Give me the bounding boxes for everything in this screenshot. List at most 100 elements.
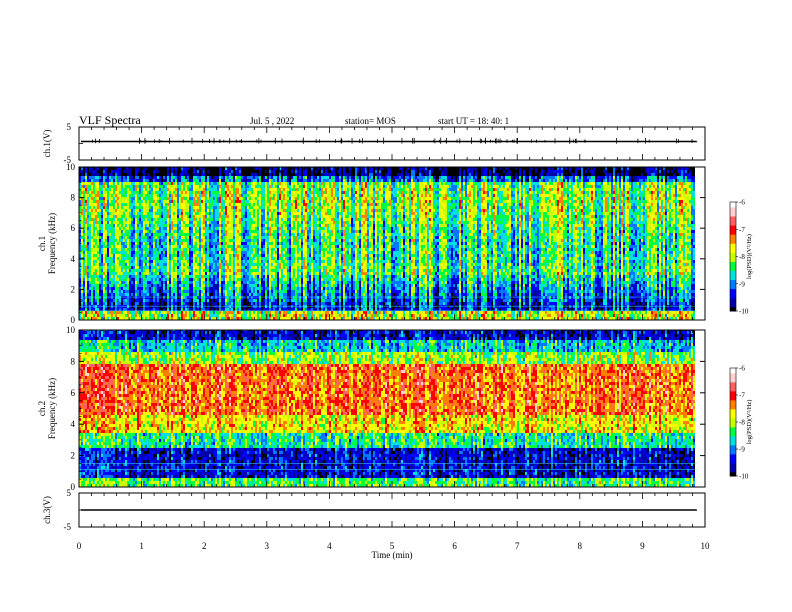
spectrogram-cell (87, 296, 89, 299)
spectrogram-cell (673, 293, 675, 296)
spectrogram-cell (669, 311, 671, 314)
spectrogram-cell (435, 314, 437, 317)
spectrogram-cell (475, 284, 477, 287)
spectrogram-cell (85, 293, 87, 296)
spectrogram-cell (147, 284, 151, 287)
spectrogram-cell (593, 311, 597, 314)
spectrogram-cell (319, 296, 321, 299)
spectrogram-cell (271, 284, 273, 287)
spectrogram-cell (589, 290, 591, 293)
spectrogram-cell (343, 284, 345, 287)
spectrogram-cell (445, 293, 447, 296)
spectrogram-cell (675, 314, 677, 317)
spectrogram-cell (225, 299, 227, 302)
spectrogram-cell (469, 311, 471, 314)
spectrogram-cell (461, 302, 463, 305)
spectrogram-cell (457, 311, 459, 314)
spectrogram-cell (547, 314, 551, 317)
spectrogram-cell (379, 311, 381, 314)
spectrogram-cell (143, 284, 145, 287)
spectrogram-cell (359, 296, 361, 299)
spectrogram-cell (677, 296, 679, 299)
spectrogram-cell (235, 287, 237, 290)
spectrogram-cell (201, 287, 203, 290)
spectrogram-cell (427, 290, 429, 293)
spectrogram-cell (559, 314, 561, 317)
spectrogram-cell (429, 287, 431, 290)
spectrogram-cell (273, 314, 275, 317)
spectrogram-cell (577, 287, 579, 290)
spectrogram-cell (157, 302, 159, 305)
spectrogram-cell (269, 287, 271, 290)
spectrogram-cell (311, 311, 313, 314)
spectrogram-cell (223, 311, 225, 314)
spectrogram-cell (189, 293, 193, 296)
spectrogram-cell (393, 314, 397, 317)
spectrogram-cell (93, 299, 95, 302)
spectrogram-cell (217, 296, 219, 299)
spectrogram-cell (391, 311, 393, 314)
spectrogram-cell (575, 299, 577, 302)
spectrogram-cell (565, 293, 567, 296)
spectrogram-cell (461, 293, 467, 296)
spectrogram-cell (611, 290, 613, 293)
spectrogram-cell (423, 293, 425, 296)
spectrogram-cell (249, 293, 251, 296)
spectrogram-cell (597, 299, 599, 302)
spectrogram-cell (653, 290, 657, 293)
spectrogram-cell (561, 296, 563, 299)
spectrogram-cell (635, 311, 637, 314)
spectrogram-cell (611, 302, 613, 305)
spectrogram-cell (107, 296, 111, 299)
spectrogram-cell (583, 314, 585, 317)
spectrogram-cell (379, 299, 381, 302)
spectrogram-cell (315, 311, 317, 314)
spectrogram-cell (633, 302, 635, 305)
spectrogram-cell (627, 296, 629, 299)
spectrogram-cell (461, 296, 463, 299)
spectrogram-cell (613, 290, 615, 293)
spectrogram-cell (173, 293, 175, 296)
spectrogram-cell (89, 302, 91, 305)
spectrogram-cell (629, 314, 631, 317)
spectrogram-cell (207, 302, 209, 305)
spectrogram-cell (103, 284, 107, 287)
spectrogram-cell (321, 284, 325, 287)
spectrogram-cell (633, 299, 639, 302)
spectrogram-cell (255, 287, 259, 290)
spectrogram-cell (655, 299, 657, 302)
spectrogram-cell (407, 314, 409, 317)
spectrogram-cell (203, 299, 205, 302)
spectrogram-cell (643, 296, 645, 299)
spectrogram-cell (487, 287, 489, 290)
spectrogram-cell (471, 311, 473, 314)
spectrogram-cell (171, 302, 173, 305)
spectrogram-cell (283, 293, 287, 296)
spectrogram-cell (353, 293, 355, 296)
spectrogram-cell (547, 293, 557, 296)
spectrogram-cell (265, 299, 267, 302)
spectrogram-cell (665, 296, 667, 299)
spectrogram-cell (289, 299, 291, 302)
spectrogram-cell (315, 314, 317, 317)
spectrogram-cell (291, 296, 293, 299)
spectrogram-cell (571, 311, 573, 314)
spectrogram-cell (161, 296, 163, 299)
spectrogram-cell (189, 302, 193, 305)
spectrogram-cell (375, 287, 377, 290)
spectrogram-cell (219, 314, 221, 317)
spectrogram-cell (447, 302, 449, 305)
spectrogram-cell (373, 296, 375, 299)
spectrogram-cell (337, 299, 339, 302)
spectrogram-cell (327, 293, 331, 296)
spectrogram-cell (679, 296, 683, 299)
spectrogram-cell (341, 314, 343, 317)
spectrogram-cell (133, 293, 135, 296)
spectrogram-cell (257, 284, 259, 287)
spectrogram-cell (153, 293, 157, 296)
spectrogram-cell (557, 293, 561, 296)
spectrogram-cell (409, 293, 411, 296)
spectrogram-cell (139, 314, 141, 317)
spectrogram-cell (183, 299, 185, 302)
spectrogram-cell (275, 311, 277, 314)
